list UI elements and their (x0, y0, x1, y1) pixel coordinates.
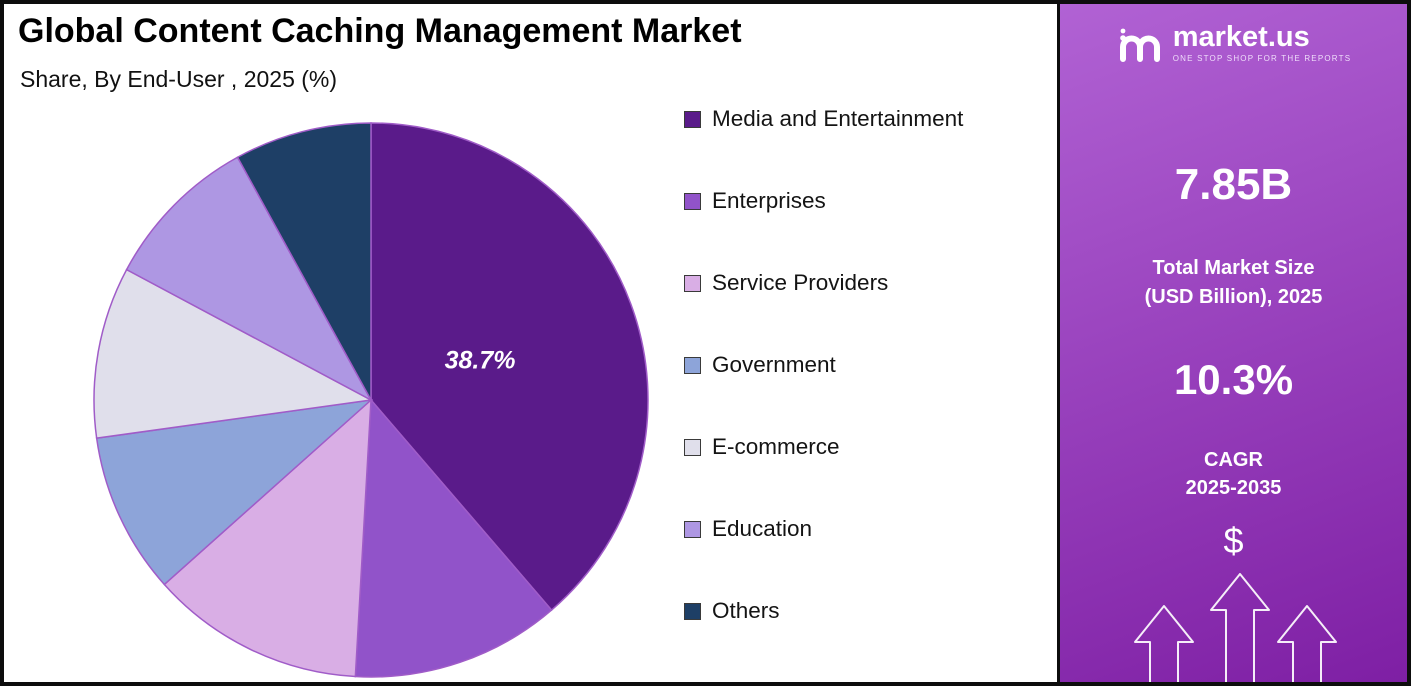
market-size-label: Total Market Size (USD Billion), 2025 (1060, 254, 1407, 312)
legend-swatch (684, 602, 701, 620)
pie-slice-4 (95, 398, 374, 586)
legend-swatch (684, 356, 701, 374)
legend-label: Others (712, 598, 780, 623)
growth-arrows-icon (1134, 573, 1337, 682)
up-arrow-icon (1277, 605, 1337, 682)
cagr-label-line1: CAGR (1204, 449, 1263, 471)
market-size-label-line2: (USD Billion), 2025 (1144, 286, 1323, 308)
legend-label: Enterprises (712, 188, 826, 213)
legend-item: Government (684, 350, 963, 380)
logo-brand: market.us (1172, 21, 1310, 53)
cagr-label-line2: 2025-2035 (1185, 477, 1282, 499)
legend-item: E-commerce (684, 432, 963, 462)
side-panel: market.us ONE STOP SHOP FOR THE REPORTS … (1057, 4, 1407, 682)
chart-subtitle: Share, By End-User , 2025 (%) (20, 66, 338, 92)
pie-slice-5 (93, 268, 374, 440)
pie-chart: 38.7% (93, 122, 649, 678)
logo-tagline: ONE STOP SHOP FOR THE REPORTS (1172, 54, 1352, 64)
legend-item: Media and Entertainment (684, 104, 963, 134)
legend-item: Others (684, 596, 963, 626)
market-us-logo: market.us ONE STOP SHOP FOR THE REPORTS (1060, 22, 1407, 63)
pie-slice-2 (354, 398, 553, 678)
market-us-logo-icon (1119, 28, 1160, 62)
legend-item: Education (684, 514, 963, 544)
legend-label: Government (712, 352, 836, 377)
pie-slice-1 (370, 122, 649, 612)
page-title: Global Content Caching Management Market (18, 12, 742, 50)
pie-data-label: 38.7% (445, 347, 516, 375)
dollar-icon: $ (1223, 520, 1244, 561)
legend-swatch (684, 192, 701, 210)
pie-slice-7 (236, 122, 372, 401)
legend-swatch (684, 520, 701, 538)
logo-text-block: market.us ONE STOP SHOP FOR THE REPORTS (1172, 21, 1352, 64)
market-size-label-line1: Total Market Size (1152, 257, 1315, 279)
chart-area: Global Content Caching Management Market… (4, 4, 1057, 682)
up-arrow-icon (1210, 573, 1270, 682)
legend-swatch (684, 274, 701, 292)
legend-label: Service Providers (712, 270, 889, 295)
up-arrow-icon (1134, 605, 1194, 682)
legend-label: E-commerce (712, 434, 840, 459)
cagr-value: 10.3% (1173, 356, 1294, 403)
legend-item: Enterprises (684, 186, 963, 216)
legend-item: Service Providers (684, 268, 963, 298)
cagr-label: CAGR 2025-2035 (1060, 446, 1407, 502)
legend-label: Education (712, 516, 813, 541)
pie-slice-6 (125, 156, 373, 402)
legend-swatch (684, 110, 701, 128)
market-size-value: 7.85B (1174, 160, 1293, 209)
legend-label: Media and Entertainment (712, 106, 964, 131)
legend-swatch (684, 438, 701, 456)
chart-legend: Media and Entertainment Enterprises Servic… (684, 104, 963, 678)
pie-slice-3 (163, 398, 372, 678)
